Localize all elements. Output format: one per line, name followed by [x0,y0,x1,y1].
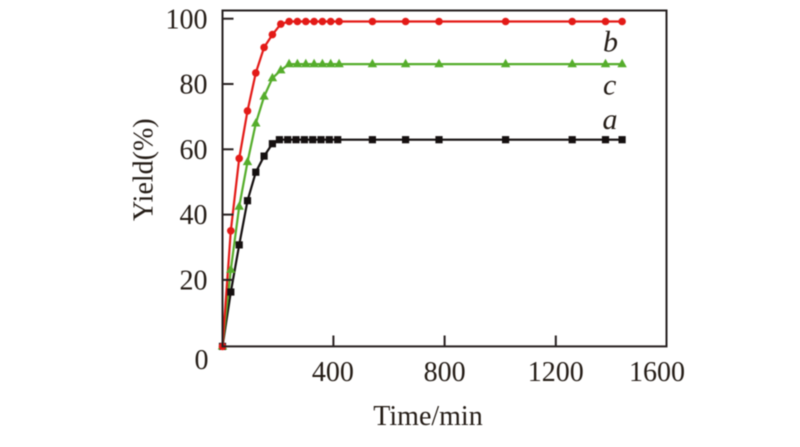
svg-text:a: a [603,103,618,136]
svg-text:0: 0 [195,345,209,376]
svg-text:800: 800 [424,357,466,388]
svg-text:1600: 1600 [629,357,685,388]
svg-text:b: b [603,26,618,59]
svg-text:20: 20 [180,266,208,297]
svg-text:80: 80 [180,70,208,101]
svg-text:60: 60 [180,135,208,166]
svg-text:Time/min: Time/min [373,401,482,432]
svg-text:100: 100 [166,4,208,35]
svg-text:Yield(%): Yield(%) [128,118,159,221]
svg-text:400: 400 [312,357,354,388]
svg-text:1200: 1200 [528,357,584,388]
svg-text:c: c [603,69,616,102]
svg-text:40: 40 [180,200,208,231]
